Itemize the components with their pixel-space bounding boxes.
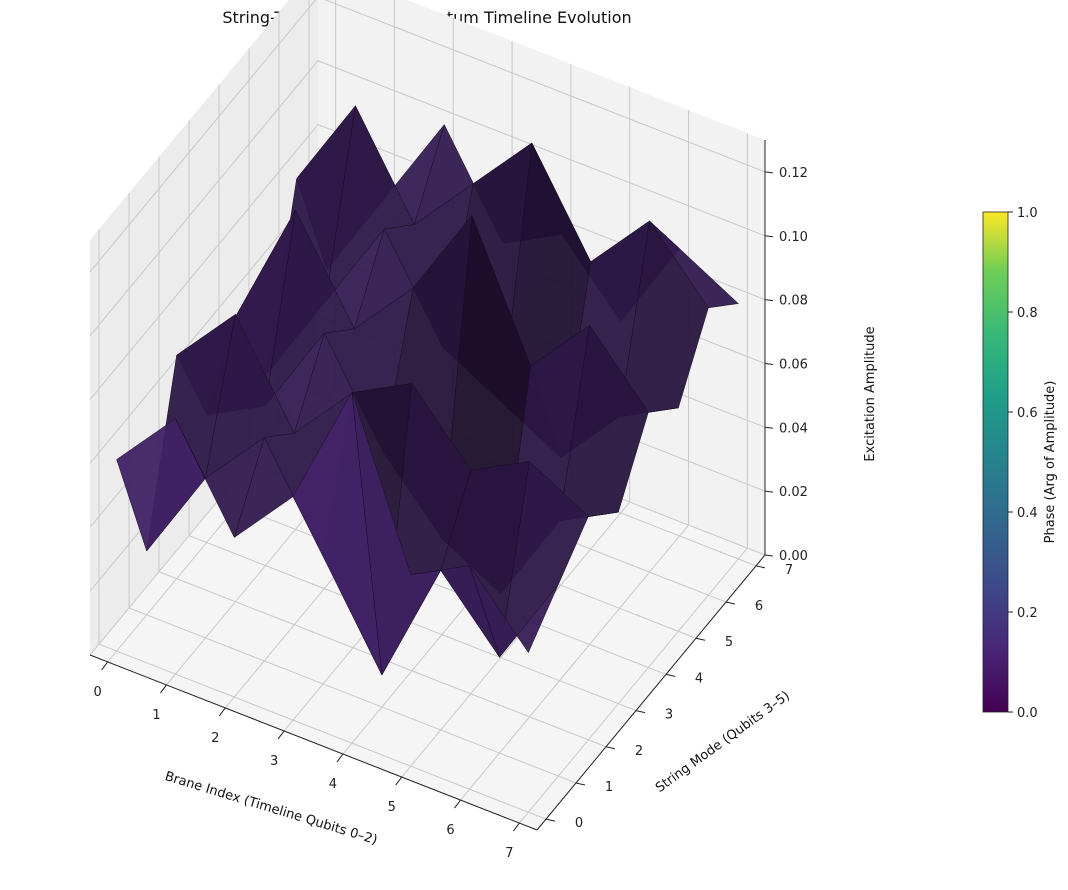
x-ticks: 0 1 2 3 4 5 6 7: [94, 661, 520, 861]
y-tick-label: 5: [725, 635, 733, 650]
y-tick-mark: [635, 710, 646, 714]
x-tick-mark: [395, 776, 403, 786]
surface-facet: [469, 565, 559, 658]
x-tick-label: 6: [446, 823, 454, 838]
z-tick-mark: [764, 490, 774, 493]
colorbar: [982, 211, 1009, 713]
z-tick-mark: [764, 299, 774, 302]
z-ticks: 0.00 0.02 0.04 0.06 0.08 0.10 0.12: [764, 166, 808, 564]
x-tick-label: 3: [270, 754, 278, 769]
y-tick-label: 3: [665, 708, 673, 723]
y-tick-mark: [575, 782, 586, 786]
grid-line-z: [89, 124, 766, 400]
x-axis-label: Brane Index (Timeline Qubits 0–2): [163, 769, 379, 848]
y-tick-label: 4: [695, 671, 703, 686]
x-tick-label: 0: [94, 685, 102, 700]
z-tick-label: 0.00: [779, 549, 808, 564]
x-tick-mark: [512, 822, 520, 832]
surface: [116, 104, 739, 676]
x-tick-mark: [454, 799, 461, 809]
x-tick-mark: [277, 730, 285, 740]
y-tick-label: 0: [575, 816, 583, 831]
y-tick-mark: [755, 565, 766, 569]
y-axis-label: String Mode (Qubits 3–5): [653, 688, 793, 795]
x-tick-mark: [218, 707, 226, 717]
colorbar-tick-label: 0.6: [1017, 406, 1038, 421]
x-tick-mark: [160, 684, 167, 694]
colorbar-tick-label: 0.8: [1017, 306, 1038, 321]
z-tick-mark: [764, 554, 774, 557]
y-ticks: 0 1 2 3 4 5 6 7: [545, 563, 793, 831]
y-tick-mark: [695, 637, 706, 641]
x-tick-label: 7: [505, 846, 513, 861]
x-tick-mark: [101, 661, 109, 671]
z-tick-mark: [764, 235, 774, 238]
grid-line-z: [89, 60, 766, 337]
y-axis-line: [536, 554, 766, 831]
z-tick-mark: [764, 362, 774, 365]
y-tick-mark: [605, 746, 616, 750]
y-tick-label: 2: [635, 744, 643, 759]
z-tick-label: 0.02: [779, 485, 808, 500]
colorbar-tick-label: 0.2: [1017, 606, 1038, 621]
y-tick-mark: [545, 818, 556, 822]
x-tick-label: 4: [329, 777, 337, 792]
z-tick-label: 0.10: [779, 230, 808, 245]
colorbar-tick-label: 0.0: [1017, 706, 1038, 721]
z-tick-mark: [764, 426, 774, 429]
z-tick-label: 0.04: [779, 421, 808, 436]
x-tick-mark: [336, 753, 344, 763]
y-tick-mark: [725, 601, 736, 605]
z-axis-label: Excitation Amplitude: [863, 326, 878, 461]
x-tick-label: 5: [388, 800, 396, 815]
y-tick-mark: [665, 673, 676, 677]
colorbar-ticks: 0.0 0.2 0.4 0.6 0.8 1.0: [1008, 206, 1038, 721]
y-tick-label: 7: [785, 563, 793, 578]
axis-lines: [89, 140, 766, 831]
y-tick-label: 1: [605, 780, 613, 795]
colorbar-tick-label: 0.4: [1017, 506, 1038, 521]
grid-line-z: [89, 0, 766, 273]
colorbar-tick-label: 1.0: [1017, 206, 1038, 221]
z-tick-label: 0.08: [779, 294, 808, 309]
x-tick-label: 2: [211, 731, 219, 746]
x-tick-label: 1: [152, 708, 160, 723]
y-tick-label: 6: [755, 599, 763, 614]
z-tick-label: 0.12: [779, 166, 808, 181]
colorbar-label: Phase (Arg of Amplitude): [1043, 381, 1058, 544]
z-tick-mark: [764, 171, 774, 174]
z-tick-label: 0.06: [779, 357, 808, 372]
x-axis-line: [89, 654, 538, 831]
